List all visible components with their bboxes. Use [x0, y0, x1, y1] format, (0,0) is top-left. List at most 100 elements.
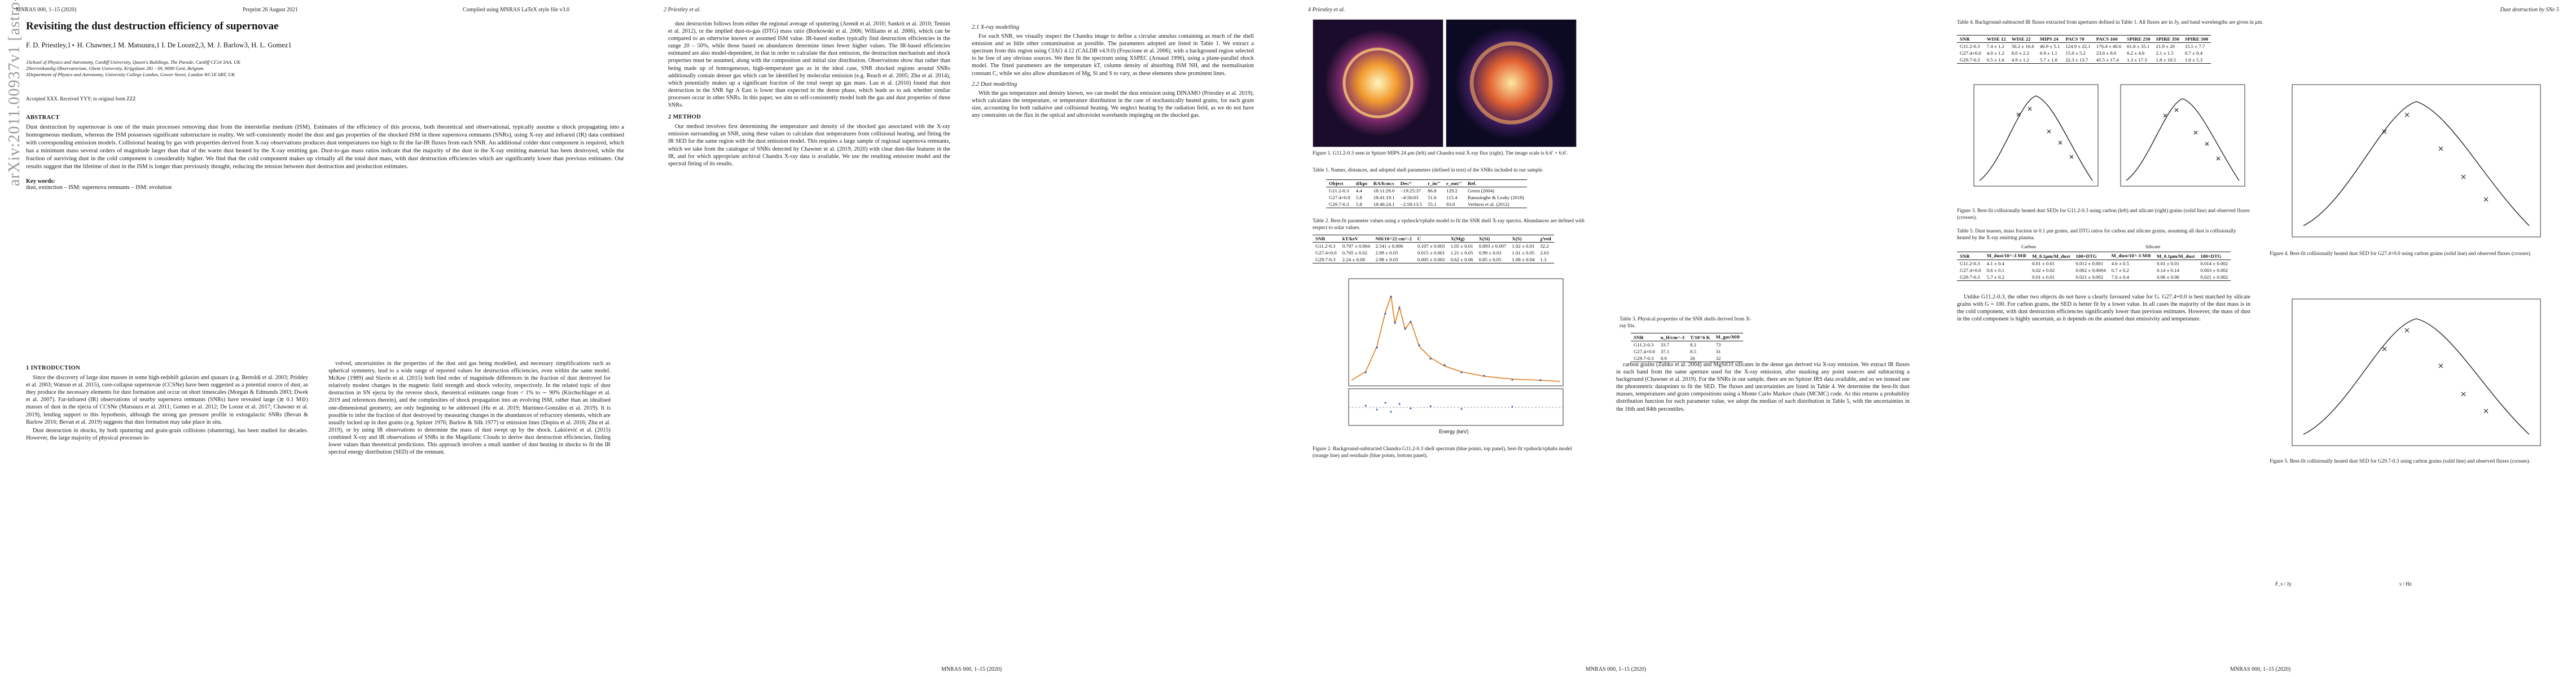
table-5-cell: 4.6 ± 0.5: [2111, 261, 2129, 266]
table-4-cell: 176.4 ± 40.6: [2096, 43, 2122, 49]
table-5-cell: 0.021 ± 0.002: [2075, 274, 2104, 280]
table-3: SNR n_H/cm^-3 T/10^6 K M_gas/M⊙ G11.2-0.3 33.…: [1631, 333, 1743, 362]
intro-paragraph-2: Dust destruction in shocks, by both sput…: [26, 427, 308, 441]
keywords-heading: Key words:: [26, 178, 55, 184]
table-5-cell: 0.003 ± 0.002: [2200, 267, 2228, 273]
page-footer: MNRAS 000, 1–15 (2020): [1586, 666, 1647, 672]
table-3-cell: G29.7-0.3: [1634, 355, 1654, 361]
table-4-cell: 8.0 ± 2.2: [2011, 50, 2029, 56]
table-2-cell: 0.62 ± 0.06: [1450, 257, 1473, 262]
table-2-header-cell: X(Mg): [1450, 236, 1465, 241]
accepted-line: Accepted XXX. Received YYY; in original …: [26, 96, 136, 102]
table-2-cell: G29.7-0.3: [1315, 257, 1336, 262]
table-3-cell: G27.4+0.0: [1634, 349, 1655, 354]
table-5-cell: G11.2-0.3: [1960, 261, 1980, 266]
table-5-row: G11.2-0.3 4.1 ± 0.4 0.01 ± 0.01 0.012 ± 0.0…: [1957, 260, 2231, 267]
dust-modelling-text: With the gas temperature and density kno…: [972, 90, 1254, 119]
table-1-cell: Verbiest et al. (2012): [1467, 201, 1509, 207]
table-3-caption: Table 3. Physical properties of the SNR …: [1620, 316, 1752, 329]
affiliation-2: 2Sterrenkundig Observatorium, Ghent Univ…: [26, 65, 204, 71]
table-4-cell: 1.3 ± 17.3: [2127, 57, 2147, 63]
table-3-cell: 33.7: [1660, 342, 1670, 348]
table-4-cell: 7.4 ± 1.2: [1986, 43, 2004, 49]
table-2-cell: 0.707 ± 0.004: [1342, 243, 1370, 249]
table-4-cell: 6.9 ± 1.1: [2039, 50, 2057, 56]
table-2: SNR kT/keV NH/10^22 cm^-2 C X(Mg) X(Si) X(S) χ²…: [1313, 235, 1554, 263]
table-3-header-cell: n_H/cm^-3: [1660, 334, 1684, 340]
table-5-cell: 5.7 ± 0.2: [1986, 274, 2004, 280]
table-3-row: G27.4+0.0 37.1 8.5 31: [1631, 348, 1743, 355]
table-2-caption: Table 2. Best-fit parameter values using…: [1313, 218, 1585, 231]
arxiv-stamp: arXiv:2011.00937v1 [astro-ph.GA] 2 Nov 2…: [6, 0, 23, 186]
table-4-cell: 15.0 ± 5.2: [2065, 50, 2086, 56]
table-2-cell: 0.85 ± 0.05: [1478, 257, 1502, 262]
silicate-observed-fluxes: [2163, 108, 2220, 161]
table-1-cell: G11.2-0.3: [1329, 188, 1349, 194]
xray-modelling-heading: 2.1 X-ray modelling: [972, 24, 1020, 30]
table-5-group-silicate: Silicate: [2145, 244, 2161, 249]
table-5-cell: 0.02 ± 0.02: [2032, 267, 2055, 273]
table-3-row: G29.7-0.3 8.9 26 32: [1631, 355, 1743, 362]
table-4-cell: 23.6 ± 8.0: [2096, 50, 2117, 56]
table-1-cell: Ranasinghe & Leahy (2018): [1467, 195, 1524, 200]
table-1-header-cell: r_out/″: [1446, 181, 1462, 186]
table-2-cell: 0.107 ± 0.003: [1417, 243, 1445, 249]
table-4-header-cell: PACS 70: [2065, 36, 2085, 42]
table-2-header-cell: χ²red: [1540, 236, 1551, 241]
table-4-cell: 15.5 ± 7.7: [2184, 43, 2205, 49]
table-4-cell: 124.9 ± 22.1: [2065, 43, 2091, 49]
table-1-header-cell: d/kpc: [1355, 181, 1368, 186]
page-header-left: MNRAS 000, 1–15 (2020): [16, 7, 77, 13]
table-2-row: G27.4+0.0 0.705 ± 0.02 2.99 ± 0.05 0.015 ± …: [1313, 249, 1554, 256]
page-1: arXiv:2011.00937v1 [astro-ph.GA] 2 Nov 2…: [0, 0, 648, 677]
abstract-heading: ABSTRACT: [26, 115, 60, 121]
table-4-cell: 6.2 ± 4.6: [2127, 50, 2145, 56]
table-4-cell: 22.3 ± 13.7: [2065, 57, 2088, 63]
intro-paragraph-1: Since the discovery of large dust masses…: [26, 375, 308, 425]
table-5-header-cell: M_dust/10^-3 M⊙: [1986, 253, 2027, 258]
table-2-cell: 0.015 ± 0.001: [1417, 250, 1445, 256]
carbon-panel: [1973, 84, 2099, 187]
intro-heading: 1 INTRODUCTION: [26, 365, 81, 371]
table-2-cell: 1.08 ± 0.04: [1512, 257, 1535, 262]
table-1-row: G11.2-0.3 4.4 18:11:29.0 −19:25:37 86.8 129.2…: [1326, 187, 1527, 195]
table-2-cell: 32.2: [1540, 243, 1549, 249]
method-paragraph: Our method involves first determining th…: [668, 124, 950, 167]
table-2-header-cell: C: [1417, 236, 1421, 241]
table-2-cell: 0.99 ± 0.03: [1478, 250, 1502, 256]
table-5-header-cell: 100×DTG: [2075, 253, 2097, 259]
table-2-header-cell: kT/keV: [1342, 236, 1359, 241]
table-3-cell: 26: [1689, 355, 1695, 361]
table-3-header-cell: SNR: [1634, 334, 1644, 340]
table-4-cell: 56.2 ± 16.6: [2011, 43, 2034, 49]
table-4-cell: 61.8 ± 35.1: [2127, 43, 2150, 49]
table-2-cell: 1.3: [1540, 257, 1547, 262]
carbon-observed-fluxes: [2016, 107, 2074, 159]
table-4-header-cell: SPIRE 500: [2184, 36, 2209, 42]
table-5-row: G27.4+0.0 0.6 ± 0.1 0.02 ± 0.02 0.002 ± 0.0…: [1957, 267, 2231, 274]
table-5-cell: 0.012 ± 0.001: [2075, 261, 2104, 266]
table-5-header-cell: SNR: [1960, 253, 1970, 259]
table-5-cell: 7.0 ± 0.4: [2111, 274, 2129, 280]
author-list: F. D. Priestley,1⋆ H. Chawner,1 M. Matsu…: [26, 41, 292, 49]
figure-4-sed-line: [2303, 101, 2530, 226]
table-1-cell: −19:25:37: [1400, 188, 1421, 194]
table-2-cell: 2.541 ± 0.006: [1375, 243, 1403, 249]
table-4-cell: 45.5 ± 17.4: [2096, 57, 2119, 63]
table-2-cell: 2.98 ± 0.03: [1375, 257, 1398, 262]
table-5-caption: Table 5. Dust masses, mass fraction in 0…: [1957, 228, 2236, 241]
table-1-cell: G27.4+0.0: [1329, 195, 1350, 200]
table-5-cell: G29.7-0.3: [1960, 274, 1980, 280]
table-4-cell: 46.9 ± 5.1: [2039, 43, 2060, 49]
silicate-panel: [2120, 84, 2245, 187]
intro-column-1: 1 INTRODUCTION Since the discovery of la…: [26, 360, 308, 443]
table-4-cell: G29.7-0.3: [1960, 57, 1980, 63]
table-4-header-cell: SPIRE 250: [2127, 36, 2151, 42]
table-2-cell: G27.4+0.0: [1315, 250, 1337, 256]
abstract-block: ABSTRACT Dust destruction by supernovae …: [26, 110, 624, 191]
page-header-mid: Preprint 26 August 2021: [243, 7, 299, 13]
figure-axis-f: F_ν / Jy: [2275, 581, 2292, 587]
table-3-cell: G11.2-0.3: [1634, 342, 1654, 348]
table-1-header-cell: Ref.: [1467, 181, 1477, 186]
table-5-row: G29.7-0.3 5.7 ± 0.2 0.01 ± 0.01 0.021 ± 0.0…: [1957, 274, 2231, 281]
